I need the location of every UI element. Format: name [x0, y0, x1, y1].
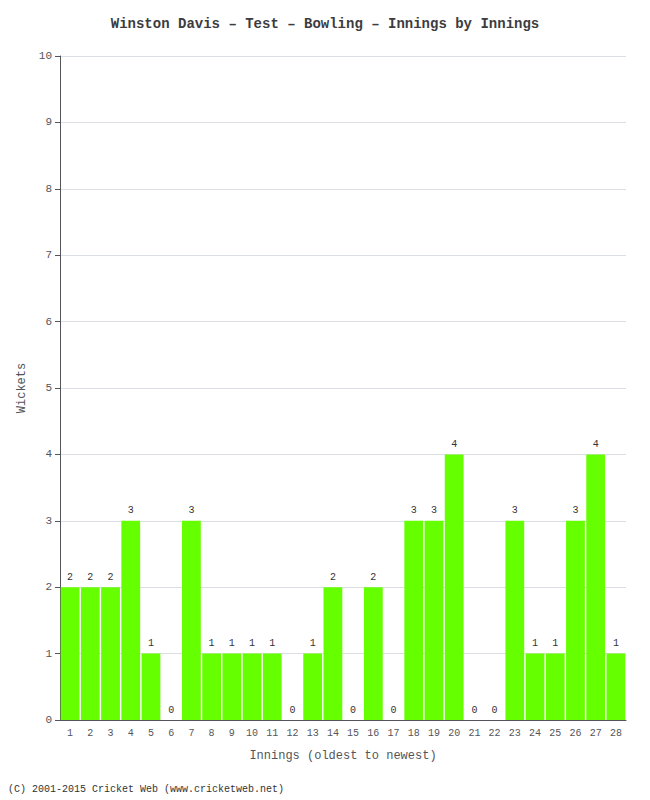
svg-text:0: 0	[350, 705, 356, 716]
svg-text:1: 1	[269, 638, 275, 649]
svg-text:Innings (oldest to newest): Innings (oldest to newest)	[249, 749, 436, 763]
svg-text:18: 18	[408, 728, 420, 739]
svg-text:1: 1	[310, 638, 316, 649]
svg-text:1: 1	[249, 638, 255, 649]
svg-text:14: 14	[327, 728, 339, 739]
svg-text:6: 6	[45, 316, 52, 328]
svg-text:2: 2	[330, 572, 336, 583]
svg-text:10: 10	[246, 728, 258, 739]
svg-text:10: 10	[39, 50, 52, 62]
svg-text:24: 24	[529, 728, 541, 739]
svg-text:28: 28	[610, 728, 622, 739]
svg-text:3: 3	[128, 505, 134, 516]
svg-text:9: 9	[45, 116, 52, 128]
svg-text:4: 4	[128, 728, 134, 739]
svg-text:8: 8	[209, 728, 215, 739]
svg-text:3: 3	[431, 505, 437, 516]
svg-text:Wickets: Wickets	[15, 363, 29, 413]
svg-text:1: 1	[552, 638, 558, 649]
svg-text:0: 0	[492, 705, 498, 716]
svg-text:11: 11	[266, 728, 278, 739]
svg-text:23: 23	[509, 728, 521, 739]
svg-text:4: 4	[593, 439, 599, 450]
svg-text:0: 0	[391, 705, 397, 716]
svg-text:3: 3	[411, 505, 417, 516]
svg-text:3: 3	[572, 505, 578, 516]
svg-text:0: 0	[289, 705, 295, 716]
svg-text:0: 0	[168, 705, 174, 716]
svg-text:6: 6	[168, 728, 174, 739]
svg-text:1: 1	[532, 638, 538, 649]
svg-text:19: 19	[428, 728, 440, 739]
svg-text:1: 1	[229, 638, 235, 649]
svg-text:1: 1	[209, 638, 215, 649]
svg-text:5: 5	[45, 382, 52, 394]
svg-text:0: 0	[45, 714, 52, 726]
svg-text:15: 15	[347, 728, 359, 739]
svg-text:4: 4	[45, 448, 52, 460]
svg-text:3: 3	[188, 505, 194, 516]
svg-text:2: 2	[87, 728, 93, 739]
svg-text:(C) 2001-2015 Cricket Web (www: (C) 2001-2015 Cricket Web (www.cricketwe…	[8, 784, 284, 795]
svg-text:2: 2	[45, 581, 52, 593]
svg-text:1: 1	[148, 638, 154, 649]
svg-text:7: 7	[188, 728, 194, 739]
svg-text:3: 3	[512, 505, 518, 516]
svg-text:1: 1	[45, 648, 52, 660]
svg-text:5: 5	[148, 728, 154, 739]
svg-text:16: 16	[367, 728, 379, 739]
svg-text:1: 1	[613, 638, 619, 649]
svg-text:25: 25	[549, 728, 561, 739]
svg-text:4: 4	[451, 439, 457, 450]
svg-text:26: 26	[569, 728, 581, 739]
svg-text:3: 3	[108, 728, 114, 739]
svg-text:27: 27	[590, 728, 602, 739]
svg-text:9: 9	[229, 728, 235, 739]
svg-text:8: 8	[45, 183, 52, 195]
svg-text:2: 2	[87, 572, 93, 583]
svg-text:22: 22	[489, 728, 501, 739]
svg-text:20: 20	[448, 728, 460, 739]
svg-text:21: 21	[468, 728, 480, 739]
svg-text:2: 2	[370, 572, 376, 583]
svg-text:Winston Davis – Test – Bowling: Winston Davis – Test – Bowling – Innings…	[111, 16, 539, 32]
svg-text:0: 0	[471, 705, 477, 716]
svg-text:13: 13	[307, 728, 319, 739]
svg-text:3: 3	[45, 515, 52, 527]
svg-text:7: 7	[45, 249, 52, 261]
svg-text:2: 2	[108, 572, 114, 583]
svg-text:12: 12	[286, 728, 298, 739]
svg-text:17: 17	[388, 728, 400, 739]
svg-text:2: 2	[67, 572, 73, 583]
svg-text:1: 1	[67, 728, 73, 739]
